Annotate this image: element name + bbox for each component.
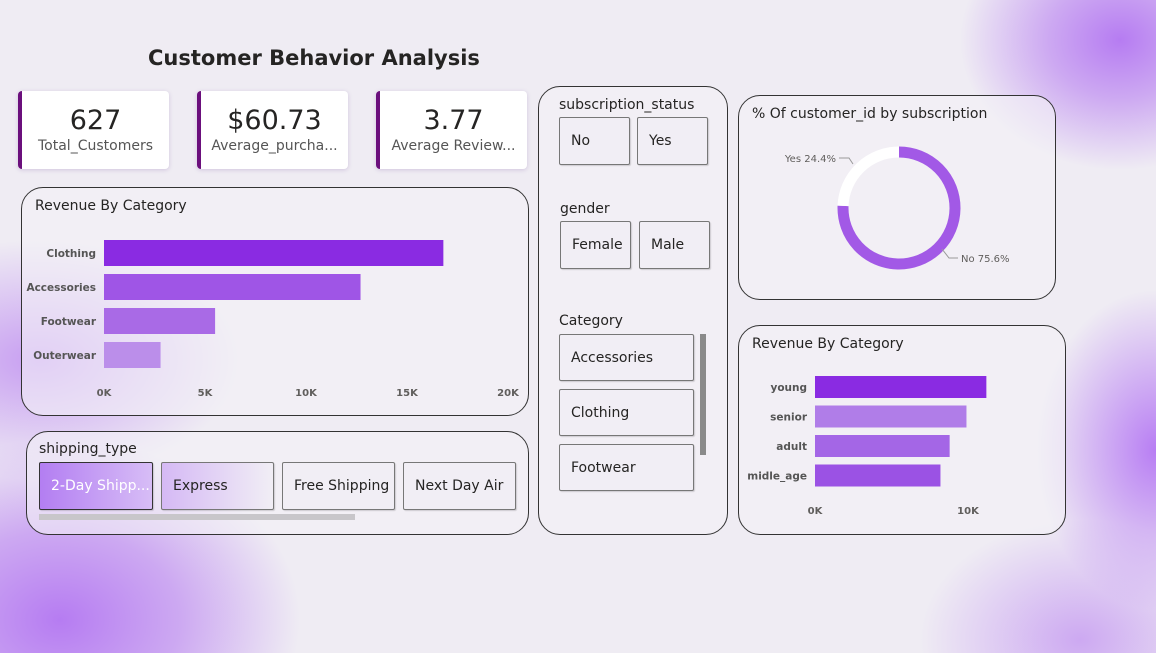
bar-midle_age <box>815 464 941 487</box>
category-option-accessories[interactable]: Accessories <box>559 334 694 381</box>
category-label: Footwear <box>41 316 97 328</box>
revenue-by-category-chart: Revenue By Category Clothing Accessories F… <box>21 187 529 416</box>
horizontal-scrollbar[interactable] <box>39 514 355 520</box>
slicer-label: shipping_type <box>39 441 137 457</box>
vertical-scrollbar[interactable] <box>700 334 706 455</box>
kpi-card-average-purchase: $60.73 Average_purcha... <box>197 91 348 169</box>
slicer-label: Category <box>559 313 623 329</box>
category-option-clothing[interactable]: Clothing <box>559 389 694 436</box>
bar-outerwear <box>104 342 161 368</box>
subscription-donut-chart: % Of customer_id by subscription No 75.6… <box>738 95 1056 300</box>
kpi-card-total-customers: 627 Total_Customers <box>18 91 169 169</box>
slicers-panel: subscription_status No Yes gender Female… <box>538 86 728 535</box>
chart-title: Revenue By Category <box>35 198 187 214</box>
leader-line <box>941 248 958 259</box>
kpi-value: 627 <box>69 105 122 136</box>
shipping-option-2-day[interactable]: 2-Day Shipp... <box>39 462 153 510</box>
kpi-value: $60.73 <box>227 105 322 136</box>
kpi-label: Average Review... <box>391 138 516 154</box>
kpi-label: Total_Customers <box>38 138 153 154</box>
x-tick-label: 0K <box>808 506 824 517</box>
data-label-no: No 75.6% <box>961 254 1010 265</box>
x-tick-label: 10K <box>957 506 980 517</box>
category-label: Clothing <box>46 248 96 260</box>
donut-chart-svg: No 75.6% Yes 24.4% <box>784 146 1010 270</box>
category-label: Outerwear <box>33 350 97 362</box>
category-label: young <box>770 382 807 394</box>
x-tick-label: 20K <box>497 388 520 399</box>
donut-slice-no <box>837 146 961 270</box>
bar-senior <box>815 405 967 428</box>
kpi-value: 3.77 <box>423 105 484 136</box>
x-tick-label: 0K <box>97 388 113 399</box>
x-tick-label: 10K <box>295 388 318 399</box>
category-label: midle_age <box>747 471 807 483</box>
shipping-option-express[interactable]: Express <box>161 462 274 510</box>
slicer-label: gender <box>560 201 610 217</box>
chart-title: % Of customer_id by subscription <box>752 106 988 122</box>
gender-option-female[interactable]: Female <box>560 221 631 269</box>
kpi-label: Average_purcha... <box>211 138 338 154</box>
subscription-option-no[interactable]: No <box>559 117 630 165</box>
kpi-card-average-review: 3.77 Average Review... <box>376 91 527 169</box>
shipping-option-free-shipping[interactable]: Free Shipping <box>282 462 395 510</box>
category-label: adult <box>776 441 807 453</box>
bar-footwear <box>104 308 216 334</box>
bar-clothing <box>104 240 444 266</box>
shipping-option-next-day-air[interactable]: Next Day Air <box>403 462 516 510</box>
chart-title: Revenue By Category <box>752 336 904 352</box>
subscription-option-yes[interactable]: Yes <box>637 117 708 165</box>
data-label-yes: Yes 24.4% <box>784 154 836 165</box>
donut-slice-yes <box>837 146 900 207</box>
slicer-label: subscription_status <box>559 97 695 113</box>
bar-adult <box>815 435 950 457</box>
bar-young <box>815 376 987 398</box>
x-tick-label: 5K <box>198 388 214 399</box>
leader-line <box>839 157 854 165</box>
category-option-footwear[interactable]: Footwear <box>559 444 694 491</box>
bar-chart-svg: Clothing Accessories Footwear Outerwear 0K 5K… <box>26 240 520 399</box>
revenue-by-age-group-chart: Revenue By Category young senior adult midl… <box>738 325 1066 535</box>
page-title: Customer Behavior Analysis <box>148 46 480 70</box>
bar-chart-svg: young senior adult midle_age 0K 10K <box>747 376 987 517</box>
x-tick-label: 15K <box>396 388 419 399</box>
category-label: senior <box>770 412 808 424</box>
category-label: Accessories <box>26 282 96 294</box>
gender-option-male[interactable]: Male <box>639 221 710 269</box>
bar-accessories <box>104 274 361 300</box>
shipping-type-slicer: shipping_type 2-Day Shipp... Express Fre… <box>26 431 529 535</box>
